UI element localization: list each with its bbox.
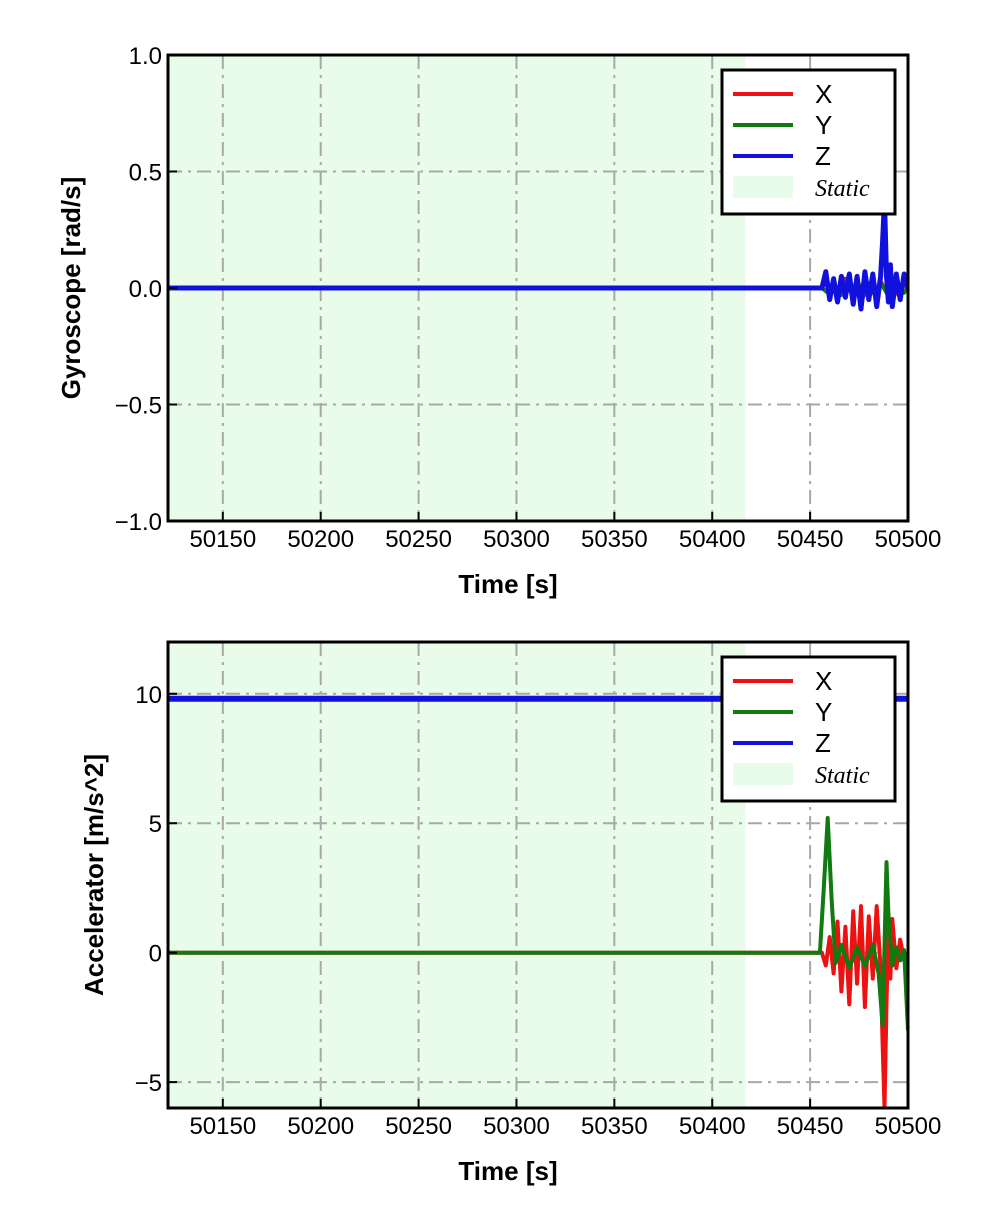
y-tick-label: 5 — [149, 811, 162, 838]
legend-label-y: Y — [815, 110, 832, 140]
legend-swatch-static — [733, 176, 793, 198]
x-tick-label: 50300 — [483, 526, 550, 553]
x-tick-label: 50150 — [189, 526, 256, 553]
legend: XYZ Static — [720, 68, 897, 216]
x-tick-label: 50250 — [385, 526, 452, 553]
x-tick-label: 50200 — [287, 1113, 354, 1140]
y-tick-label: 0 — [149, 941, 162, 968]
x-tick-label: 50300 — [483, 1113, 550, 1140]
x-tick-label: 50150 — [189, 1113, 256, 1140]
y-axis-label: Accelerator [m/s^2] — [79, 754, 109, 996]
series-line-y — [168, 816, 908, 1031]
legend-label-x: X — [815, 79, 832, 109]
x-tick-label: 50350 — [581, 526, 648, 553]
y-tick-label: −1.0 — [115, 509, 162, 536]
x-tick-label: 50200 — [287, 526, 354, 553]
legend-label-z: Z — [815, 728, 831, 758]
legend-label-static: Static — [815, 176, 870, 202]
y-tick-label: 1.0 — [129, 43, 162, 70]
x-tick-label: 50500 — [875, 526, 942, 553]
plot-frame — [166, 640, 910, 1110]
series-line-z — [168, 197, 908, 312]
chart-panel-accelerator: 50150 50200 50250 50300 50350 50400 50450 50500… — [79, 640, 942, 1186]
x-tick-label: 50350 — [581, 1113, 648, 1140]
y-tick-label: 10 — [135, 682, 162, 709]
legend-label-z: Z — [815, 141, 831, 171]
legend: XYZ Static — [720, 655, 897, 803]
legend-label-y: Y — [815, 697, 832, 727]
chart-panel-gyroscope: 50150 50200 50250 50300 50350 50400 50450 50500… — [56, 43, 941, 599]
x-axis-label: Time [s] — [458, 569, 557, 599]
legend-label-x: X — [815, 666, 832, 696]
legend-swatch-static — [733, 763, 793, 785]
y-tick-label: 0.0 — [129, 276, 162, 303]
y-tick-label: −0.5 — [115, 393, 162, 420]
static-region — [168, 642, 746, 1108]
x-tick-label: 50500 — [875, 1113, 942, 1140]
y-tick-label: −5 — [135, 1070, 162, 1097]
legend-label-static: Static — [815, 763, 870, 789]
x-axis-label: Time [s] — [458, 1156, 557, 1186]
x-tick-label: 50400 — [679, 1113, 746, 1140]
x-tick-label: 50400 — [679, 526, 746, 553]
x-tick-label: 50250 — [385, 1113, 452, 1140]
x-tick-label: 50450 — [777, 1113, 844, 1140]
y-axis-label: Gyroscope [rad/s] — [56, 177, 86, 400]
y-tick-label: 0.5 — [129, 160, 162, 187]
x-tick-label: 50450 — [777, 526, 844, 553]
